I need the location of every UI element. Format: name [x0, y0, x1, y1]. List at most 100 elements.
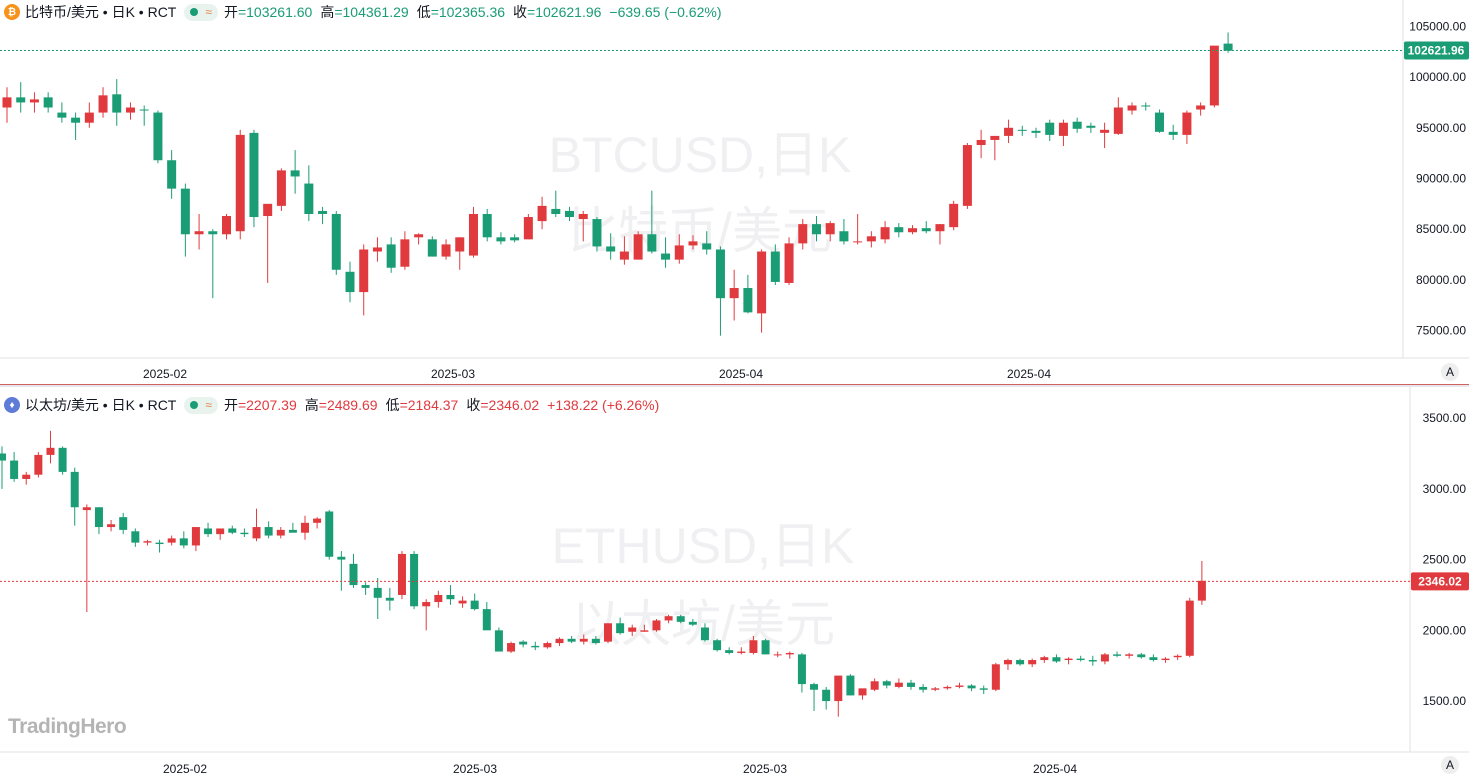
- candle-body: [640, 630, 649, 632]
- eth-close-value: =2346.02: [480, 397, 540, 413]
- price-tick-label: 2500.00: [1423, 553, 1467, 567]
- candle-body: [715, 249, 725, 299]
- candle-body: [1182, 112, 1192, 135]
- candle-body: [737, 651, 746, 653]
- btc-status-pill[interactable]: ≈: [184, 3, 218, 21]
- candle-body: [16, 97, 26, 103]
- time-tick-label: 2025-03: [431, 367, 475, 381]
- candle-body: [22, 474, 31, 479]
- eth-symbol-title[interactable]: 以太坊/美元 • 日K • RCT: [25, 397, 177, 413]
- pane-divider[interactable]: [0, 384, 1469, 387]
- candle-body: [249, 132, 259, 218]
- candle-body: [565, 210, 575, 218]
- candle-body: [606, 246, 616, 252]
- candle-body: [57, 112, 67, 118]
- candle-body: [10, 460, 19, 479]
- candle-body: [0, 453, 6, 461]
- candle-body: [1137, 654, 1146, 658]
- price-tick-label: 105000.00: [1409, 19, 1466, 33]
- candle-body: [397, 553, 406, 595]
- eth-chart-pane[interactable]: ETHUSD,日K 以太坊/美元 3500.00 3000.00 2500.00 20…: [0, 387, 1469, 780]
- candle-body: [131, 531, 140, 543]
- candle-body: [1003, 660, 1012, 665]
- candle-body: [1064, 658, 1073, 661]
- time-tick-label: 2025-04: [1033, 762, 1077, 776]
- candle-body: [1185, 600, 1194, 656]
- price-tick-label: 1500.00: [1423, 694, 1467, 708]
- candle-body: [179, 538, 188, 546]
- candle-body: [125, 107, 135, 113]
- candle-body: [1045, 122, 1055, 135]
- price-tick-label: 95000.00: [1416, 121, 1466, 135]
- candle-body: [592, 219, 602, 247]
- eth-chart-svg[interactable]: ETHUSD,日K 以太坊/美元 3500.00 3000.00 2500.00 20…: [0, 387, 1469, 780]
- candle-body: [304, 183, 314, 214]
- candle-body: [470, 600, 479, 610]
- eth-legend: ♦ 以太坊/美元 • 日K • RCT ≈ 开 =2207.39 高 =2489.6…: [4, 396, 667, 414]
- ethereum-icon: ♦: [4, 397, 20, 413]
- candle-body: [422, 602, 431, 607]
- btc-auto-scale-button[interactable]: A: [1441, 363, 1459, 381]
- candle-body: [1086, 125, 1096, 128]
- candle-body: [537, 205, 547, 222]
- eth-high-label: 高: [304, 397, 319, 413]
- btc-change-value: −639.65 (−0.62%): [609, 4, 722, 20]
- price-tick-label: 3000.00: [1423, 482, 1467, 496]
- eth-price-axis[interactable]: 3500.00 3000.00 2500.00 2000.00 1500.00: [1423, 411, 1467, 708]
- candle-body: [604, 623, 612, 642]
- candle-body: [628, 627, 637, 632]
- candle-body: [713, 640, 722, 651]
- candle-body: [194, 231, 204, 235]
- candle-body: [263, 203, 273, 217]
- btc-chart-svg[interactable]: BTCUSD,日K 比特币/美元 105000.00100000.0095000…: [0, 0, 1469, 384]
- eth-status-pill[interactable]: ≈: [184, 396, 218, 414]
- candle-body: [811, 224, 821, 235]
- eth-high-value: =2489.69: [318, 397, 378, 413]
- candle-body: [252, 527, 261, 539]
- candle-body: [494, 630, 503, 652]
- candle-body: [674, 245, 684, 260]
- candle-body: [43, 97, 53, 108]
- candle-body: [1125, 654, 1134, 656]
- candle-body: [46, 447, 55, 455]
- candle-body: [482, 609, 491, 631]
- candle-body: [288, 529, 297, 533]
- candle-body: [846, 675, 855, 696]
- candle-body: [1016, 660, 1025, 665]
- candle-body: [386, 244, 396, 268]
- candle-body: [661, 253, 671, 260]
- eth-auto-scale-button[interactable]: A: [1441, 756, 1459, 774]
- candle-body: [1149, 657, 1158, 661]
- candle-body: [222, 216, 232, 235]
- btc-close-value: =102621.96: [527, 4, 602, 20]
- btc-price-axis[interactable]: 105000.00 100000.00 95000.00 90000.00 85000.…: [1409, 19, 1466, 337]
- candle-body: [345, 271, 355, 293]
- candle-body: [797, 654, 806, 685]
- candle-body: [880, 227, 890, 240]
- eth-time-axis[interactable]: 2025-02 2025-03 2025-03 2025-04: [163, 762, 1077, 776]
- candle-body: [1161, 658, 1170, 661]
- candle-body: [839, 231, 849, 242]
- candle-body: [834, 675, 843, 702]
- candle-body: [931, 688, 940, 690]
- candle-body: [325, 511, 334, 557]
- btc-last-price-tag: [1404, 41, 1469, 60]
- candle-body: [770, 251, 780, 282]
- candle-body: [1031, 130, 1041, 133]
- candle-body: [935, 224, 945, 232]
- candle-body: [84, 112, 94, 123]
- price-tick-label: 75000.00: [1416, 324, 1466, 338]
- candle-body: [208, 231, 218, 235]
- btc-symbol-title[interactable]: 比特币/美元 • 日K • RCT: [25, 4, 177, 20]
- candle-body: [870, 681, 879, 690]
- time-tick-label: 2025-03: [453, 762, 497, 776]
- candle-body: [700, 627, 709, 641]
- candle-body: [798, 224, 808, 244]
- btc-time-axis[interactable]: 2025-02 2025-03 2025-04 2025-04: [143, 367, 1051, 381]
- candle-body: [180, 188, 190, 235]
- candle-body: [385, 597, 394, 601]
- btc-low-label: 低: [416, 4, 431, 20]
- candle-body: [1196, 105, 1206, 110]
- btc-chart-pane[interactable]: BTCUSD,日K 比特币/美元 105000.00 100000.00 95000…: [0, 0, 1469, 384]
- realtime-wave-icon: ≈: [205, 398, 212, 412]
